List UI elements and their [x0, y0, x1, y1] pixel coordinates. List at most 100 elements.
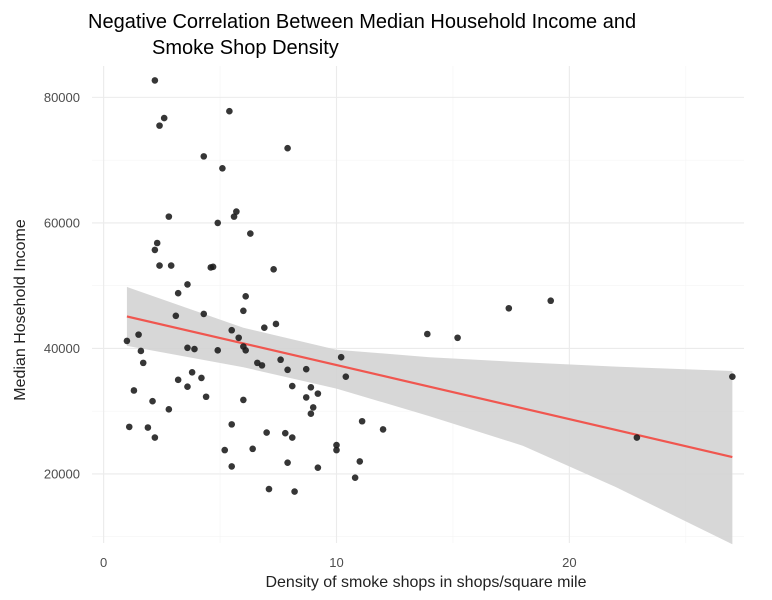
data-point [291, 488, 298, 495]
chart-title-line-1: Negative Correlation Between Median Hous… [88, 11, 636, 33]
data-point [277, 356, 284, 364]
data-point [130, 387, 138, 394]
data-point [454, 334, 461, 342]
data-point [219, 165, 226, 172]
data-point [333, 441, 340, 449]
x-tick-label: 0 [100, 555, 107, 570]
data-point [288, 434, 296, 441]
data-point [233, 208, 240, 215]
data-point [247, 230, 254, 237]
data-point [272, 320, 280, 328]
data-point [165, 406, 173, 413]
data-point [202, 393, 210, 401]
y-tick-label: 60000 [44, 215, 80, 230]
data-point [547, 297, 555, 305]
data-point [265, 485, 273, 493]
data-point [184, 383, 191, 391]
data-point [214, 347, 222, 354]
data-point [188, 368, 196, 376]
data-point [309, 404, 317, 411]
data-point [379, 426, 387, 433]
data-point [307, 384, 315, 391]
data-point [135, 331, 142, 338]
data-point [151, 434, 159, 441]
data-point [139, 359, 147, 367]
data-point [228, 421, 236, 428]
data-point [302, 365, 310, 373]
trend-line-layer [126, 315, 733, 459]
data-point [160, 114, 168, 122]
y-tick-label: 20000 [44, 466, 80, 481]
data-point [240, 396, 247, 404]
data-point [144, 424, 152, 431]
data-point [221, 446, 229, 454]
data-point [270, 266, 277, 273]
data-point [172, 312, 180, 320]
data-point [358, 417, 366, 425]
y-axis-ticks: 20000 40000 60000 80000 [44, 90, 80, 482]
data-point [288, 382, 296, 390]
data-point [263, 429, 270, 436]
data-point [302, 394, 310, 401]
data-point [151, 246, 159, 254]
x-axis-ticks: 0 10 20 [100, 555, 577, 570]
data-points [123, 77, 736, 495]
data-point [235, 334, 242, 342]
data-point [284, 144, 291, 152]
data-point [258, 362, 266, 369]
data-point [242, 347, 249, 354]
y-axis-title: Median Hosehold Income [12, 219, 29, 401]
data-point [505, 304, 513, 312]
y-tick-label: 80000 [44, 90, 80, 105]
data-point [184, 281, 191, 288]
data-point [284, 366, 291, 374]
data-point [230, 213, 238, 220]
data-point [200, 153, 208, 160]
data-point [729, 373, 736, 380]
data-point [123, 337, 131, 345]
data-point [174, 289, 182, 297]
data-point [281, 429, 289, 437]
data-point [633, 434, 641, 441]
data-point [200, 310, 208, 318]
x-tick-label: 10 [329, 555, 343, 570]
y-tick-label: 40000 [44, 341, 80, 356]
data-point [228, 463, 236, 470]
data-point [242, 293, 249, 300]
data-point [333, 446, 340, 454]
data-point [209, 263, 217, 271]
data-point [226, 107, 233, 115]
data-point [153, 239, 161, 247]
data-point [165, 213, 173, 220]
data-point [125, 423, 133, 431]
data-point [314, 390, 322, 397]
data-point [198, 374, 205, 382]
data-point [314, 464, 322, 471]
data-point [337, 353, 345, 361]
data-point [174, 376, 182, 384]
data-point [191, 345, 198, 353]
data-point [151, 77, 159, 84]
data-point [351, 474, 359, 482]
data-point [261, 324, 268, 332]
data-point [249, 445, 256, 453]
data-point [156, 122, 163, 129]
data-point [284, 459, 291, 466]
data-point [228, 326, 236, 334]
data-point [184, 344, 191, 352]
data-point [167, 262, 175, 269]
trend-line [126, 315, 733, 459]
data-point [149, 397, 156, 405]
data-point [240, 307, 247, 315]
chart-title-line-2: Smoke Shop Density [152, 37, 339, 59]
data-point [356, 458, 364, 465]
x-axis-title: Density of smoke shops in shops/square m… [265, 574, 586, 591]
data-point [424, 330, 431, 338]
data-point [307, 410, 315, 418]
data-point [214, 219, 222, 227]
x-tick-label: 20 [562, 555, 576, 570]
data-point [137, 347, 145, 355]
data-point [156, 262, 163, 269]
